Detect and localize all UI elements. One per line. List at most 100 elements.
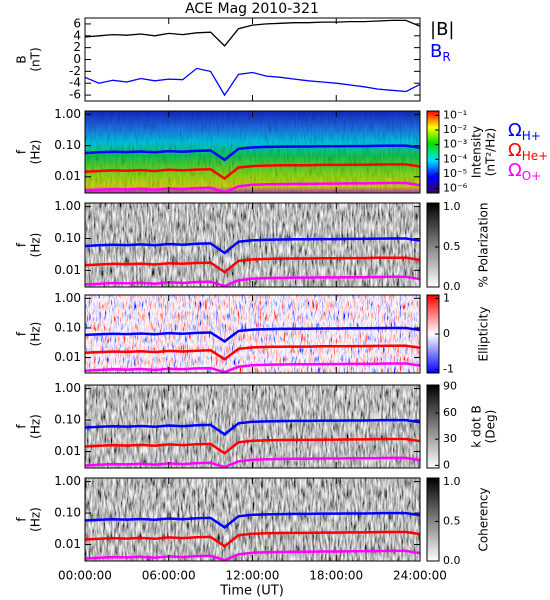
y-tick-label: 1.00 [54, 474, 81, 488]
data-line [85, 19, 420, 47]
colorbar-tick-label: 90 [443, 380, 457, 393]
colorbar-label: (nT²/Hz) [484, 128, 498, 176]
data-line [85, 456, 420, 468]
x-tick-label: 00:00:00 [58, 569, 112, 583]
y-axis-label: f [15, 424, 29, 429]
legend-name: Ω [508, 120, 522, 141]
colorbar-tick-label: 10⁻³ [443, 138, 467, 151]
y-tick-label: 0.01 [54, 169, 81, 183]
y-axis-label: (Hz) [29, 140, 43, 165]
colorbar-tick-label: 0.0 [443, 280, 461, 293]
data-line [85, 362, 420, 373]
colorbar-tick-label: 1.0 [443, 475, 461, 488]
colorbar-tick-label: 0 [443, 327, 450, 340]
data-line [85, 326, 420, 343]
colorbar-label: % Polarization [477, 203, 491, 288]
colorbar-tick-label: 0.0 [443, 554, 461, 567]
colorbar-label: Coherency [477, 487, 491, 551]
legend-entry: BR [430, 41, 451, 64]
data-line [85, 511, 420, 529]
y-axis-label: f [15, 149, 29, 154]
data-line [85, 67, 420, 97]
y-tick-label: 1.00 [54, 291, 81, 305]
x-tick-label: 06:00:00 [142, 569, 196, 583]
legend-name: |B| [430, 19, 454, 40]
legend-subscript: He+ [522, 149, 548, 163]
y-tick-label: 2 [73, 40, 81, 54]
colorbar-tick-label: 60 [443, 406, 457, 419]
data-line [85, 437, 420, 455]
colorbar [426, 110, 440, 194]
legend-entry: ΩO+ [508, 160, 541, 183]
y-tick-label: 1.00 [54, 107, 81, 121]
y-tick-label: 0.10 [54, 138, 81, 152]
y-axis-label: (Hz) [29, 322, 43, 347]
chart-title: ACE Mag 2010-321 [185, 1, 319, 17]
legend-subscript: R [442, 50, 450, 64]
colorbar-tick-label: 0.5 [443, 240, 461, 253]
colorbar [426, 384, 440, 469]
colorbar-label: (Deg) [484, 410, 498, 444]
y-tick-label: -2 [69, 64, 81, 78]
legend-entry: |B| [430, 19, 454, 40]
legend-name: Ω [508, 140, 522, 161]
colorbar-tick-label: -1 [443, 362, 454, 375]
data-line [85, 530, 420, 548]
y-tick-label: 0.01 [54, 263, 81, 277]
legend-name: B [430, 41, 442, 62]
colorbar-tick-label: 10⁻⁵ [443, 167, 467, 180]
y-axis-label: f [15, 331, 29, 336]
colorbar-label: Ellipticity [477, 307, 491, 362]
colorbar-tick-label: 0 [443, 458, 450, 471]
colorbar [426, 477, 440, 562]
y-tick-label: 0.01 [54, 537, 81, 551]
y-axis-label: f [15, 517, 29, 522]
legend-name: Ω [508, 160, 522, 181]
data-line [85, 163, 420, 181]
legend-subscript: O+ [522, 169, 542, 183]
y-tick-label: 0.10 [54, 231, 81, 245]
y-tick-label: 0.10 [54, 506, 81, 520]
y-tick-label: -6 [69, 88, 81, 102]
data-line [85, 549, 420, 561]
colorbar-tick-label: 10⁻¹ [443, 108, 467, 121]
y-tick-label: 1.00 [54, 199, 81, 213]
y-tick-label: 6 [73, 16, 81, 30]
data-line [85, 344, 420, 361]
y-axis-label: (nT) [29, 47, 43, 71]
colorbar-tick-label: 1.0 [443, 200, 461, 213]
colorbar-label: k dot B [470, 405, 484, 447]
y-tick-label: 4 [73, 28, 81, 42]
x-axis-label: Time (UT) [219, 584, 284, 599]
data-line [85, 181, 420, 193]
y-tick-label: 0.01 [54, 350, 81, 364]
y-tick-label: -4 [69, 76, 81, 90]
x-tick-label: 12:00:00 [226, 569, 280, 583]
y-tick-label: 0.10 [54, 413, 81, 427]
colorbar [426, 202, 440, 288]
y-axis-label: B [15, 55, 29, 63]
legend-subscript: H+ [522, 129, 541, 143]
y-axis-label: (Hz) [29, 507, 43, 532]
y-axis-label: (Hz) [29, 414, 43, 439]
colorbar-tick-label: 10⁻⁴ [443, 152, 468, 165]
colorbar-tick-label: 10⁻⁶ [443, 182, 468, 195]
y-tick-label: 1.00 [54, 381, 81, 395]
legend-entry: ΩH+ [508, 120, 541, 143]
colorbar-tick-label: 30 [443, 432, 457, 445]
x-tick-label: 18:00:00 [309, 569, 363, 583]
y-axis-label: (Hz) [29, 233, 43, 258]
colorbar-label: Intensity [470, 126, 484, 178]
colorbar-tick-label: 0.5 [443, 514, 461, 527]
data-line [85, 237, 420, 255]
y-tick-label: 0.10 [54, 320, 81, 334]
plot-frame [84, 17, 421, 102]
colorbar-tick-label: 10⁻² [443, 123, 467, 136]
x-tick-label: 24:00:00 [393, 569, 447, 583]
y-tick-label: 0 [73, 52, 81, 66]
legend-entry: ΩHe+ [508, 140, 548, 163]
y-tick-label: 0.01 [54, 444, 81, 458]
data-line [85, 418, 420, 436]
colorbar-tick-label: 1 [443, 292, 450, 305]
